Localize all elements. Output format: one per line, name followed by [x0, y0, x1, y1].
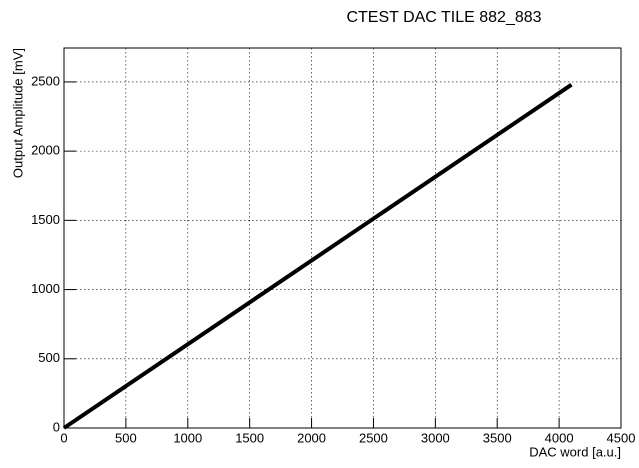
x-tick-label: 500: [115, 430, 137, 445]
x-tick-label: 2500: [359, 430, 388, 445]
y-axis-label: Output Amplitude [mV]: [10, 48, 25, 178]
x-tick-label: 2000: [297, 430, 326, 445]
y-tick-label: 2000: [31, 143, 60, 158]
x-axis-label: DAC word [a.u.]: [529, 444, 621, 459]
y-tick-label: 500: [38, 350, 60, 365]
y-tick-label: 0: [53, 419, 60, 434]
x-tick-label: 3500: [483, 430, 512, 445]
data-line: [62, 83, 573, 430]
plot-frame: [63, 47, 622, 429]
x-tick-label: 0: [60, 430, 67, 445]
chart-title: CTEST DAC TILE 882_883: [346, 9, 541, 26]
x-tick-label: 1500: [235, 430, 264, 445]
y-tick-label: 1000: [31, 281, 60, 296]
x-tick-label: 4000: [545, 430, 574, 445]
x-tick-label: 1000: [173, 430, 202, 445]
y-tick-label: 2500: [31, 73, 60, 88]
y-tick-label: 1500: [31, 212, 60, 227]
x-tick-label: 4500: [607, 430, 636, 445]
x-tick-label: 3000: [421, 430, 450, 445]
